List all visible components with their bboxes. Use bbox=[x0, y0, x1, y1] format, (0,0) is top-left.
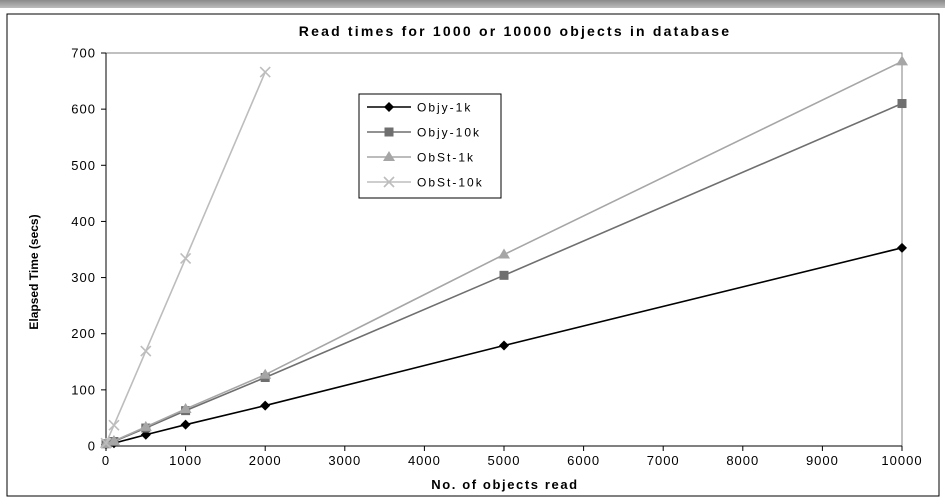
data-point-Objy-1k bbox=[260, 400, 271, 411]
data-point-Objy-1k bbox=[499, 340, 509, 351]
legend-label: ObSt-1k bbox=[417, 151, 475, 165]
y-tick-label: 700 bbox=[71, 46, 96, 61]
y-tick-label: 200 bbox=[71, 326, 96, 341]
data-point-Objy-10k bbox=[897, 99, 907, 109]
data-point-ObSt-10k bbox=[180, 252, 192, 265]
y-tick-label: 300 bbox=[71, 270, 96, 285]
data-point-ObSt-10k bbox=[259, 66, 271, 78]
x-tick-label: 0 bbox=[102, 453, 110, 468]
legend-marker bbox=[383, 151, 395, 161]
data-point-Objy-1k bbox=[180, 419, 191, 430]
legend-label: Objy-10k bbox=[417, 126, 481, 140]
legend-marker bbox=[383, 176, 395, 188]
data-point-Objy-1k bbox=[897, 242, 907, 253]
x-tick-label: 3000 bbox=[328, 453, 361, 468]
data-point-ObSt-10k bbox=[108, 419, 120, 431]
data-point-ObSt-1k bbox=[107, 434, 120, 445]
y-tick-label: 0 bbox=[88, 439, 96, 454]
data-point-Objy-10k bbox=[499, 270, 509, 280]
legend-label: Objy-1k bbox=[417, 101, 472, 115]
legend-label: ObSt-10k bbox=[417, 176, 484, 190]
data-point-ObSt-1k bbox=[139, 420, 152, 431]
chart-title: Read times for 1000 or 10000 objects in … bbox=[299, 23, 731, 39]
x-tick-label: 8000 bbox=[726, 453, 759, 468]
x-tick-label: 7000 bbox=[647, 453, 680, 468]
x-tick-label: 9000 bbox=[806, 453, 839, 468]
x-tick-label: 4000 bbox=[408, 453, 441, 468]
y-tick-label: 500 bbox=[71, 158, 96, 173]
x-tick-label: 6000 bbox=[567, 453, 600, 468]
data-point-ObSt-1k bbox=[259, 368, 272, 379]
y-axis-label: Elapsed Time (secs) bbox=[27, 214, 41, 329]
data-point-ObSt-10k bbox=[140, 345, 152, 357]
chart-border bbox=[6, 13, 940, 497]
data-point-ObSt-1k bbox=[179, 402, 192, 413]
top-border-bar bbox=[0, 0, 945, 8]
y-tick-label: 100 bbox=[71, 382, 96, 397]
y-tick-label: 600 bbox=[71, 102, 96, 117]
legend-marker bbox=[384, 127, 394, 137]
x-tick-label: 1000 bbox=[169, 453, 202, 468]
x-tick-label: 10000 bbox=[881, 453, 922, 468]
legend-marker bbox=[384, 102, 394, 112]
x-axis-label: No. of objects read bbox=[431, 477, 578, 492]
data-point-ObSt-1k bbox=[498, 248, 510, 259]
y-tick-label: 400 bbox=[71, 214, 96, 229]
data-point-ObSt-1k bbox=[896, 55, 908, 66]
x-tick-label: 5000 bbox=[488, 453, 521, 468]
x-tick-label: 2000 bbox=[249, 453, 282, 468]
data-point-ObSt-10k bbox=[100, 437, 112, 449]
legend-box bbox=[358, 93, 502, 199]
